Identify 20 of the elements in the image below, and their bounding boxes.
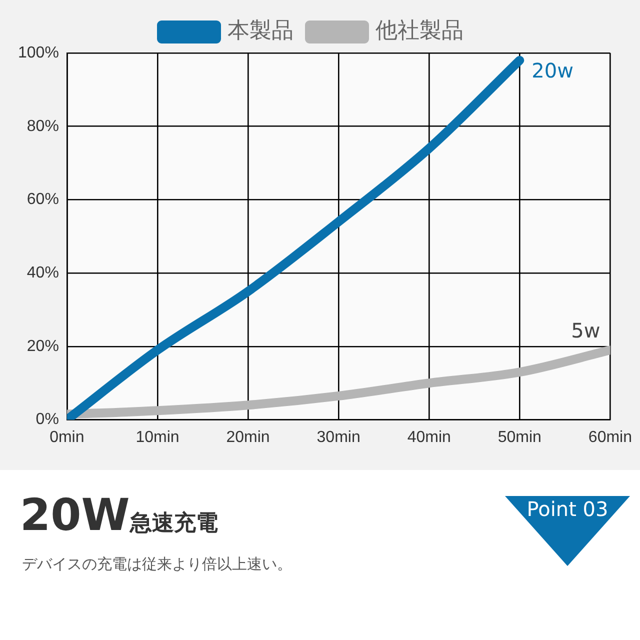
y-tick-label: 20% — [26, 338, 59, 355]
annotation: 20w — [532, 58, 574, 83]
y-tick-label: 100% — [18, 44, 59, 62]
text: 20W急速充電 — [20, 490, 218, 541]
y-tick-label: 60% — [26, 191, 59, 208]
text: デバイスの充電は従来より倍以上速い。 — [22, 555, 292, 574]
y-tick-label: 80% — [26, 118, 59, 135]
x-tick-label: 50min — [498, 428, 542, 446]
y-tick-label: 0% — [36, 411, 59, 428]
x-tick-label: 0min — [50, 428, 84, 446]
text: Point 03 — [526, 497, 610, 521]
x-tick-label: 60min — [588, 428, 632, 446]
x-tick-label: 40min — [407, 428, 451, 446]
y-tick-label: 40% — [26, 264, 59, 282]
annotation: 5w — [571, 318, 600, 342]
x-tick-label: 20min — [226, 428, 270, 446]
legend-label: 他社製品 — [376, 18, 464, 44]
x-tick-label: 10min — [136, 428, 180, 446]
legend-label: 本製品 — [228, 18, 294, 44]
x-tick-label: 30min — [316, 428, 360, 446]
